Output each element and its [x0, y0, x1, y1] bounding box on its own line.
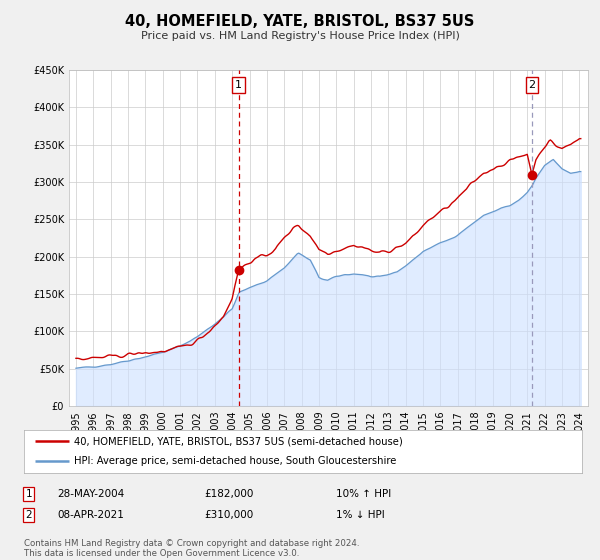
- Text: 08-APR-2021: 08-APR-2021: [57, 510, 124, 520]
- Text: 1: 1: [235, 80, 242, 90]
- Text: £182,000: £182,000: [204, 489, 253, 499]
- Text: 28-MAY-2004: 28-MAY-2004: [57, 489, 124, 499]
- Text: 40, HOMEFIELD, YATE, BRISTOL, BS37 5US: 40, HOMEFIELD, YATE, BRISTOL, BS37 5US: [125, 14, 475, 29]
- Text: £310,000: £310,000: [204, 510, 253, 520]
- Text: 1: 1: [25, 489, 32, 499]
- Text: 2: 2: [25, 510, 32, 520]
- Text: HPI: Average price, semi-detached house, South Gloucestershire: HPI: Average price, semi-detached house,…: [74, 456, 397, 466]
- Text: 40, HOMEFIELD, YATE, BRISTOL, BS37 5US (semi-detached house): 40, HOMEFIELD, YATE, BRISTOL, BS37 5US (…: [74, 436, 403, 446]
- Text: Price paid vs. HM Land Registry's House Price Index (HPI): Price paid vs. HM Land Registry's House …: [140, 31, 460, 41]
- Text: 10% ↑ HPI: 10% ↑ HPI: [336, 489, 391, 499]
- Text: 2: 2: [529, 80, 535, 90]
- Text: 1% ↓ HPI: 1% ↓ HPI: [336, 510, 385, 520]
- Text: Contains HM Land Registry data © Crown copyright and database right 2024.
This d: Contains HM Land Registry data © Crown c…: [24, 539, 359, 558]
